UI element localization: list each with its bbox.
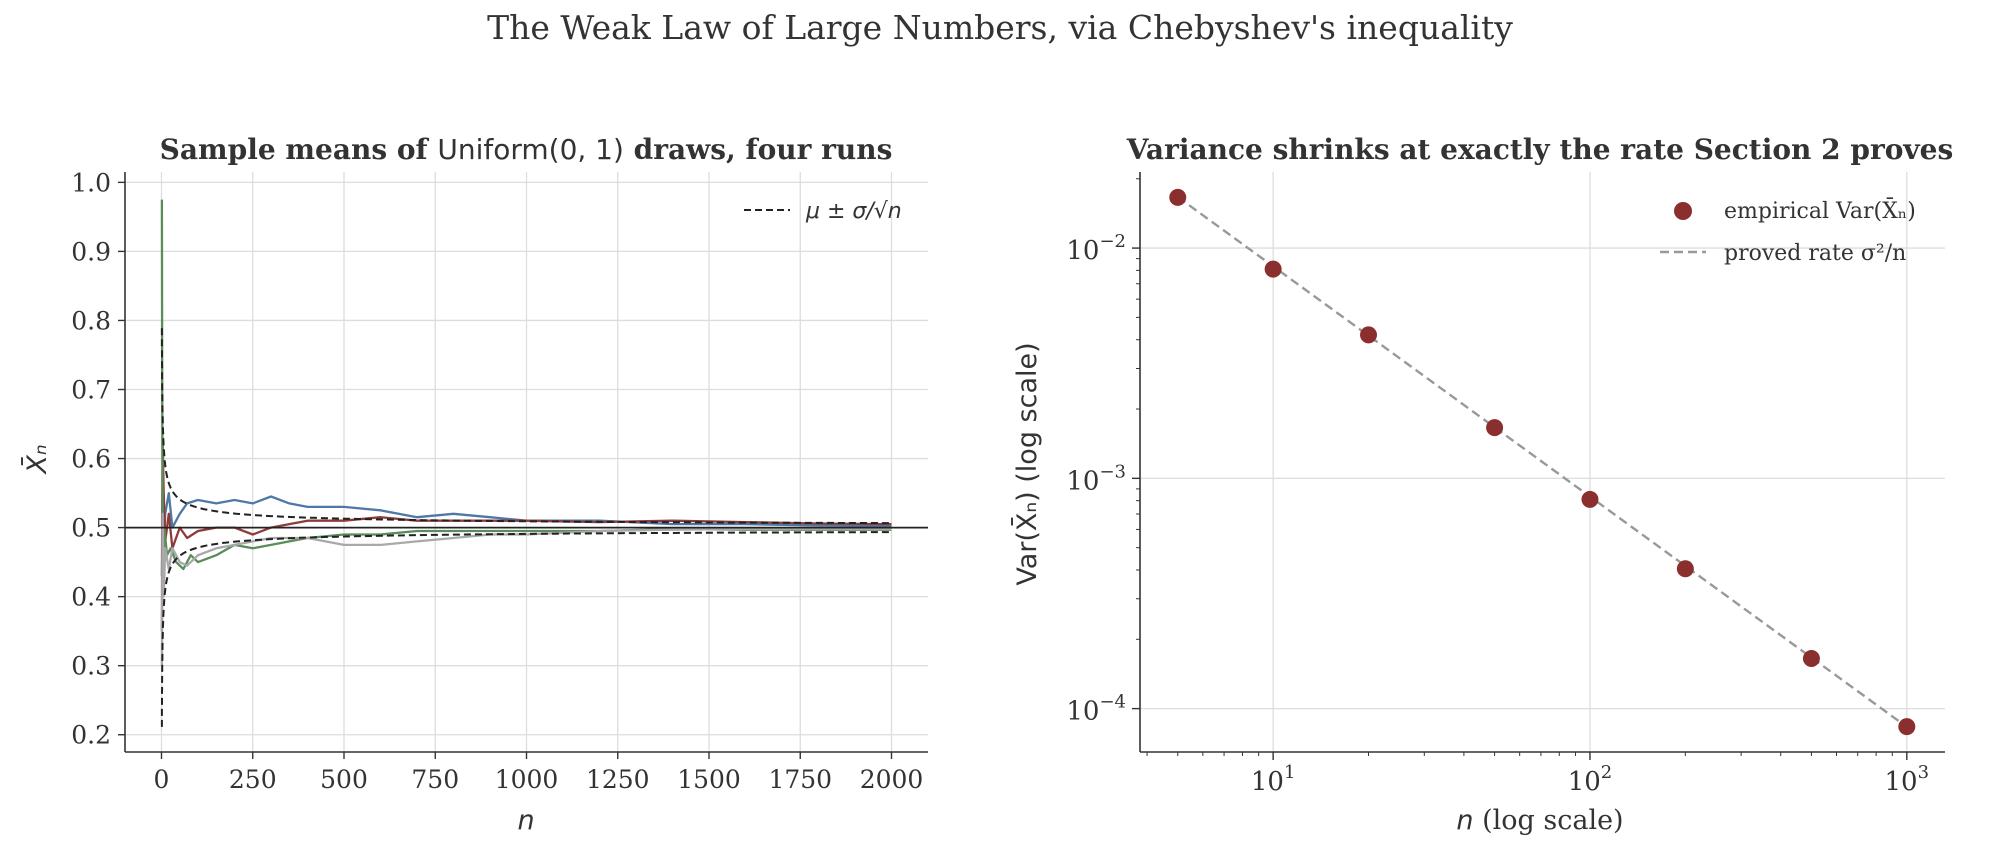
left-y-axis-label: X̄ₙ [21, 444, 53, 475]
left-x-tick-label-5: 1250 [586, 765, 650, 794]
left-x-axis-label: n [517, 805, 534, 836]
right-x-tick-label-2: 103 [1885, 762, 1930, 797]
right-x-tick-label-1: 102 [1568, 762, 1613, 797]
left-x-tick-label-3: 750 [411, 765, 459, 794]
right-proved-rate-line [1177, 196, 1908, 728]
right-y-tick-label-0: 10−4 [1066, 692, 1126, 727]
right-x-ticks: 101 102 103 [1146, 752, 1930, 797]
left-y-tick-label-0: 0.2 [71, 721, 111, 750]
left-legend: μ ± σ/√n [744, 199, 902, 224]
left-x-tick-label-8: 2000 [860, 765, 924, 794]
left-title-math: Uniform(0, 1) [437, 133, 624, 166]
left-y-tick-label-3: 0.5 [71, 514, 111, 543]
right-legend: empirical Var(X̄ₙ) proved rate σ²/n [1660, 197, 1916, 266]
left-x-tick-label-0: 0 [154, 765, 170, 794]
left-x-tick-label-2: 500 [320, 765, 368, 794]
left-x-tick-label-1: 250 [229, 765, 277, 794]
left-x-tick-label-7: 1750 [768, 765, 832, 794]
right-point-7 [1898, 718, 1916, 736]
right-point-4 [1581, 490, 1599, 508]
right-point-1 [1264, 260, 1282, 278]
left-title-part-2: draws, four runs [624, 133, 892, 166]
right-point-2 [1360, 326, 1378, 344]
right-x-tick-label-0: 101 [1251, 762, 1296, 797]
left-y-tick-label-6: 0.8 [71, 306, 111, 335]
right-x-axis-label: n (log scale) [1456, 805, 1623, 836]
figure-suptitle: The Weak Law of Large Numbers, via Cheby… [487, 8, 1513, 47]
right-point-6 [1802, 650, 1820, 668]
left-band-upper [160, 328, 892, 525]
right-y-axis-label: Var(X̄ₙ) (log scale) [1011, 342, 1043, 585]
right-legend-label-empirical: empirical Var(X̄ₙ) [1724, 197, 1916, 224]
left-series-line-1 [160, 471, 892, 576]
right-y-tick-label-2: 10−2 [1066, 231, 1126, 266]
left-y-tick-label-7: 0.9 [71, 237, 111, 266]
right-y-tick-label-1: 10−3 [1066, 461, 1126, 496]
left-y-tick-label-8: 1.0 [71, 168, 111, 197]
left-band-lower [160, 531, 892, 727]
right-x-label-math: n [1456, 805, 1473, 836]
right-x-label-text: (log scale) [1474, 805, 1624, 836]
left-x-tick-label-4: 1000 [495, 765, 559, 794]
right-points-group [1169, 188, 1916, 736]
right-legend-label-rate: proved rate σ²/n [1724, 241, 1906, 266]
left-y-ticks: 0.2 0.3 0.4 0.5 0.6 0.7 0.8 0.9 1.0 [71, 168, 125, 750]
left-legend-label: μ ± σ/√n [805, 199, 902, 224]
right-grid [1140, 172, 1945, 752]
left-x-ticks: 0 250 500 750 1000 1250 1500 1750 2000 [154, 752, 924, 794]
right-chart-title: Variance shrinks at exactly the rate Sec… [1126, 133, 1953, 166]
left-band-group [160, 328, 892, 727]
right-point-0 [1169, 188, 1187, 206]
right-y-ticks: 10−4 10−3 10−2 [1066, 178, 1140, 727]
left-chart-title: Sample means of Uniform(0, 1) draws, fou… [160, 133, 893, 166]
right-point-5 [1676, 560, 1694, 578]
right-axes [1139, 172, 1945, 753]
left-series-line-3 [160, 199, 892, 584]
left-y-tick-label-2: 0.4 [71, 583, 111, 612]
right-point-3 [1486, 419, 1504, 437]
left-y-tick-label-4: 0.6 [71, 445, 111, 474]
left-x-tick-label-6: 1500 [677, 765, 741, 794]
right-legend-dot [1674, 202, 1692, 220]
left-y-tick-label-1: 0.3 [71, 652, 111, 681]
left-y-tick-label-5: 0.7 [71, 376, 111, 405]
left-title-part-1: Sample means of [160, 133, 438, 166]
